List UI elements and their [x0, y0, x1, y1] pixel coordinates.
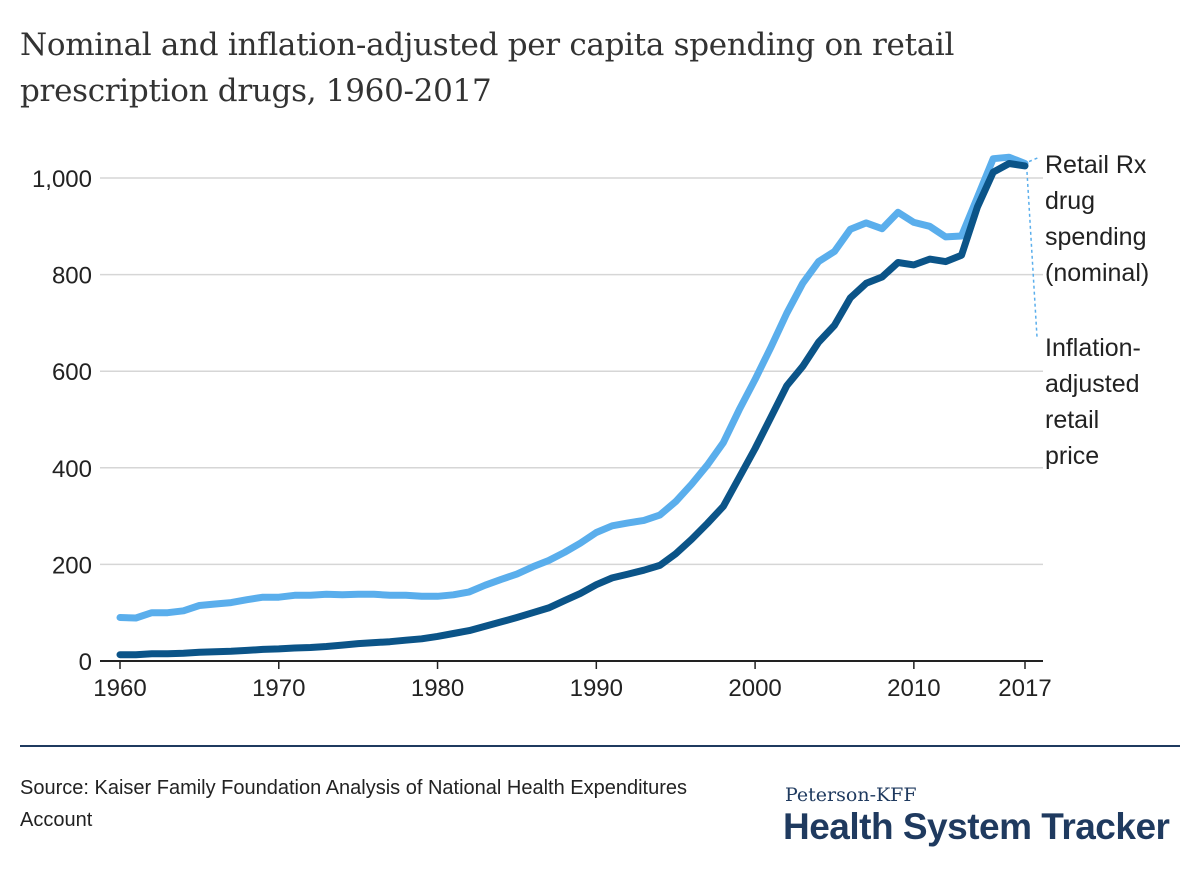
x-axis-ticks: 1960 1970 1980 1990 2000 2010 2017	[93, 661, 1052, 702]
label-nominal-line-1: Retail Rx	[1045, 151, 1147, 179]
x-tick-label-2: 1980	[411, 675, 464, 702]
line-chart: 0 200 400 600 800 1,000 1960 1970 1980 1990 2000 2…	[32, 153, 1052, 702]
y-tick-label-2: 400	[52, 456, 92, 483]
label-nominal-line-2: drug	[1045, 187, 1096, 215]
brand-logo: Health System Tracker	[783, 806, 1170, 847]
x-tick-label-6: 2017	[998, 675, 1051, 702]
leader-adjusted	[1026, 171, 1038, 338]
brand-subtitle: Peterson-KFF	[785, 784, 917, 806]
series-lines	[116, 153, 1029, 659]
label-leaders	[1026, 156, 1041, 338]
y-tick-label-5: 1,000	[32, 166, 92, 193]
label-nominal: Retail Rx drug spending (nominal)	[1045, 147, 1149, 291]
chart-title: Nominal and inflation-adjusted per capit…	[20, 27, 955, 109]
x-tick-label-4: 2000	[728, 675, 781, 702]
y-tick-label-3: 600	[52, 359, 92, 386]
label-adjusted-line-1: Inflation-	[1045, 334, 1141, 362]
label-adjusted-line-4: price	[1045, 442, 1100, 470]
label-adjusted: Inflation- adjusted retail price	[1045, 330, 1141, 474]
footer-divider	[20, 745, 1180, 747]
label-adjusted-line-3: retail	[1045, 406, 1100, 434]
y-tick-label-1: 200	[52, 552, 92, 579]
x-tick-label-5: 2010	[887, 675, 940, 702]
y-axis-ticks: 0 200 400 600 800 1,000	[32, 166, 92, 676]
label-adjusted-line-2: adjusted	[1045, 370, 1140, 398]
series-line-nominal	[116, 153, 1029, 622]
source-note: Source: Kaiser Family Foundation Analysi…	[20, 777, 688, 831]
gridlines	[100, 177, 1043, 566]
x-tick-label-0: 1960	[93, 675, 146, 702]
x-tick-label-3: 1990	[570, 675, 623, 702]
label-nominal-line-3: spending	[1045, 223, 1147, 251]
x-tick-label-1: 1970	[252, 675, 305, 702]
series-line-adjusted	[116, 160, 1029, 659]
y-tick-label-0: 0	[79, 649, 92, 676]
y-tick-label-4: 800	[52, 263, 92, 290]
label-nominal-line-4: (nominal)	[1045, 259, 1150, 287]
leader-nominal	[1028, 156, 1041, 163]
